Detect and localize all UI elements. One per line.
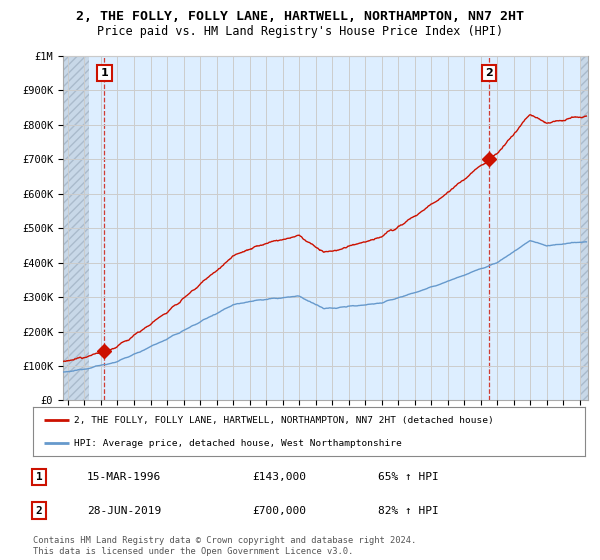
Text: 2, THE FOLLY, FOLLY LANE, HARTWELL, NORTHAMPTON, NN7 2HT (detached house): 2, THE FOLLY, FOLLY LANE, HARTWELL, NORT…	[74, 416, 494, 425]
Text: 2: 2	[485, 68, 493, 78]
Bar	[580, 56, 596, 400]
Text: 1: 1	[35, 472, 43, 482]
Text: £143,000: £143,000	[252, 472, 306, 482]
Bar	[63, 56, 89, 400]
Text: 2: 2	[35, 506, 43, 516]
Text: HPI: Average price, detached house, West Northamptonshire: HPI: Average price, detached house, West…	[74, 438, 402, 447]
Text: 82% ↑ HPI: 82% ↑ HPI	[378, 506, 439, 516]
Text: 1: 1	[101, 68, 109, 78]
Text: 28-JUN-2019: 28-JUN-2019	[87, 506, 161, 516]
Text: 15-MAR-1996: 15-MAR-1996	[87, 472, 161, 482]
Text: £700,000: £700,000	[252, 506, 306, 516]
Text: Contains HM Land Registry data © Crown copyright and database right 2024.
This d: Contains HM Land Registry data © Crown c…	[33, 536, 416, 556]
Text: 2, THE FOLLY, FOLLY LANE, HARTWELL, NORTHAMPTON, NN7 2HT: 2, THE FOLLY, FOLLY LANE, HARTWELL, NORT…	[76, 10, 524, 23]
Text: Price paid vs. HM Land Registry's House Price Index (HPI): Price paid vs. HM Land Registry's House …	[97, 25, 503, 38]
Text: 65% ↑ HPI: 65% ↑ HPI	[378, 472, 439, 482]
